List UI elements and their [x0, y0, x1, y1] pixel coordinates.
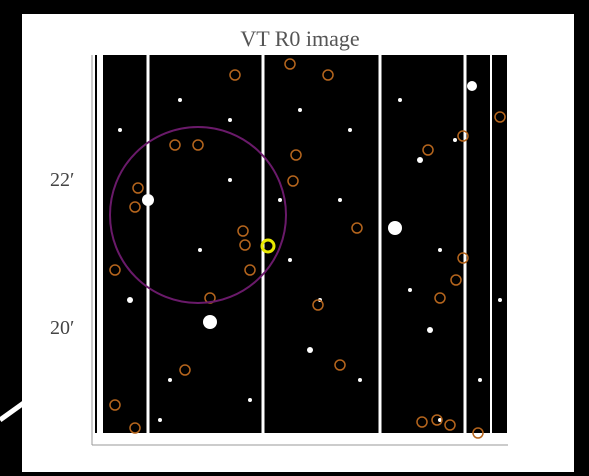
title: VT R0 image — [240, 26, 359, 51]
page: VT R0 image 22′ 20′ — [0, 0, 589, 476]
y-label: 20′ — [50, 317, 74, 339]
figure: VT R0 image 22′ 20′ — [0, 0, 589, 476]
y-label: 22′ — [50, 169, 74, 191]
